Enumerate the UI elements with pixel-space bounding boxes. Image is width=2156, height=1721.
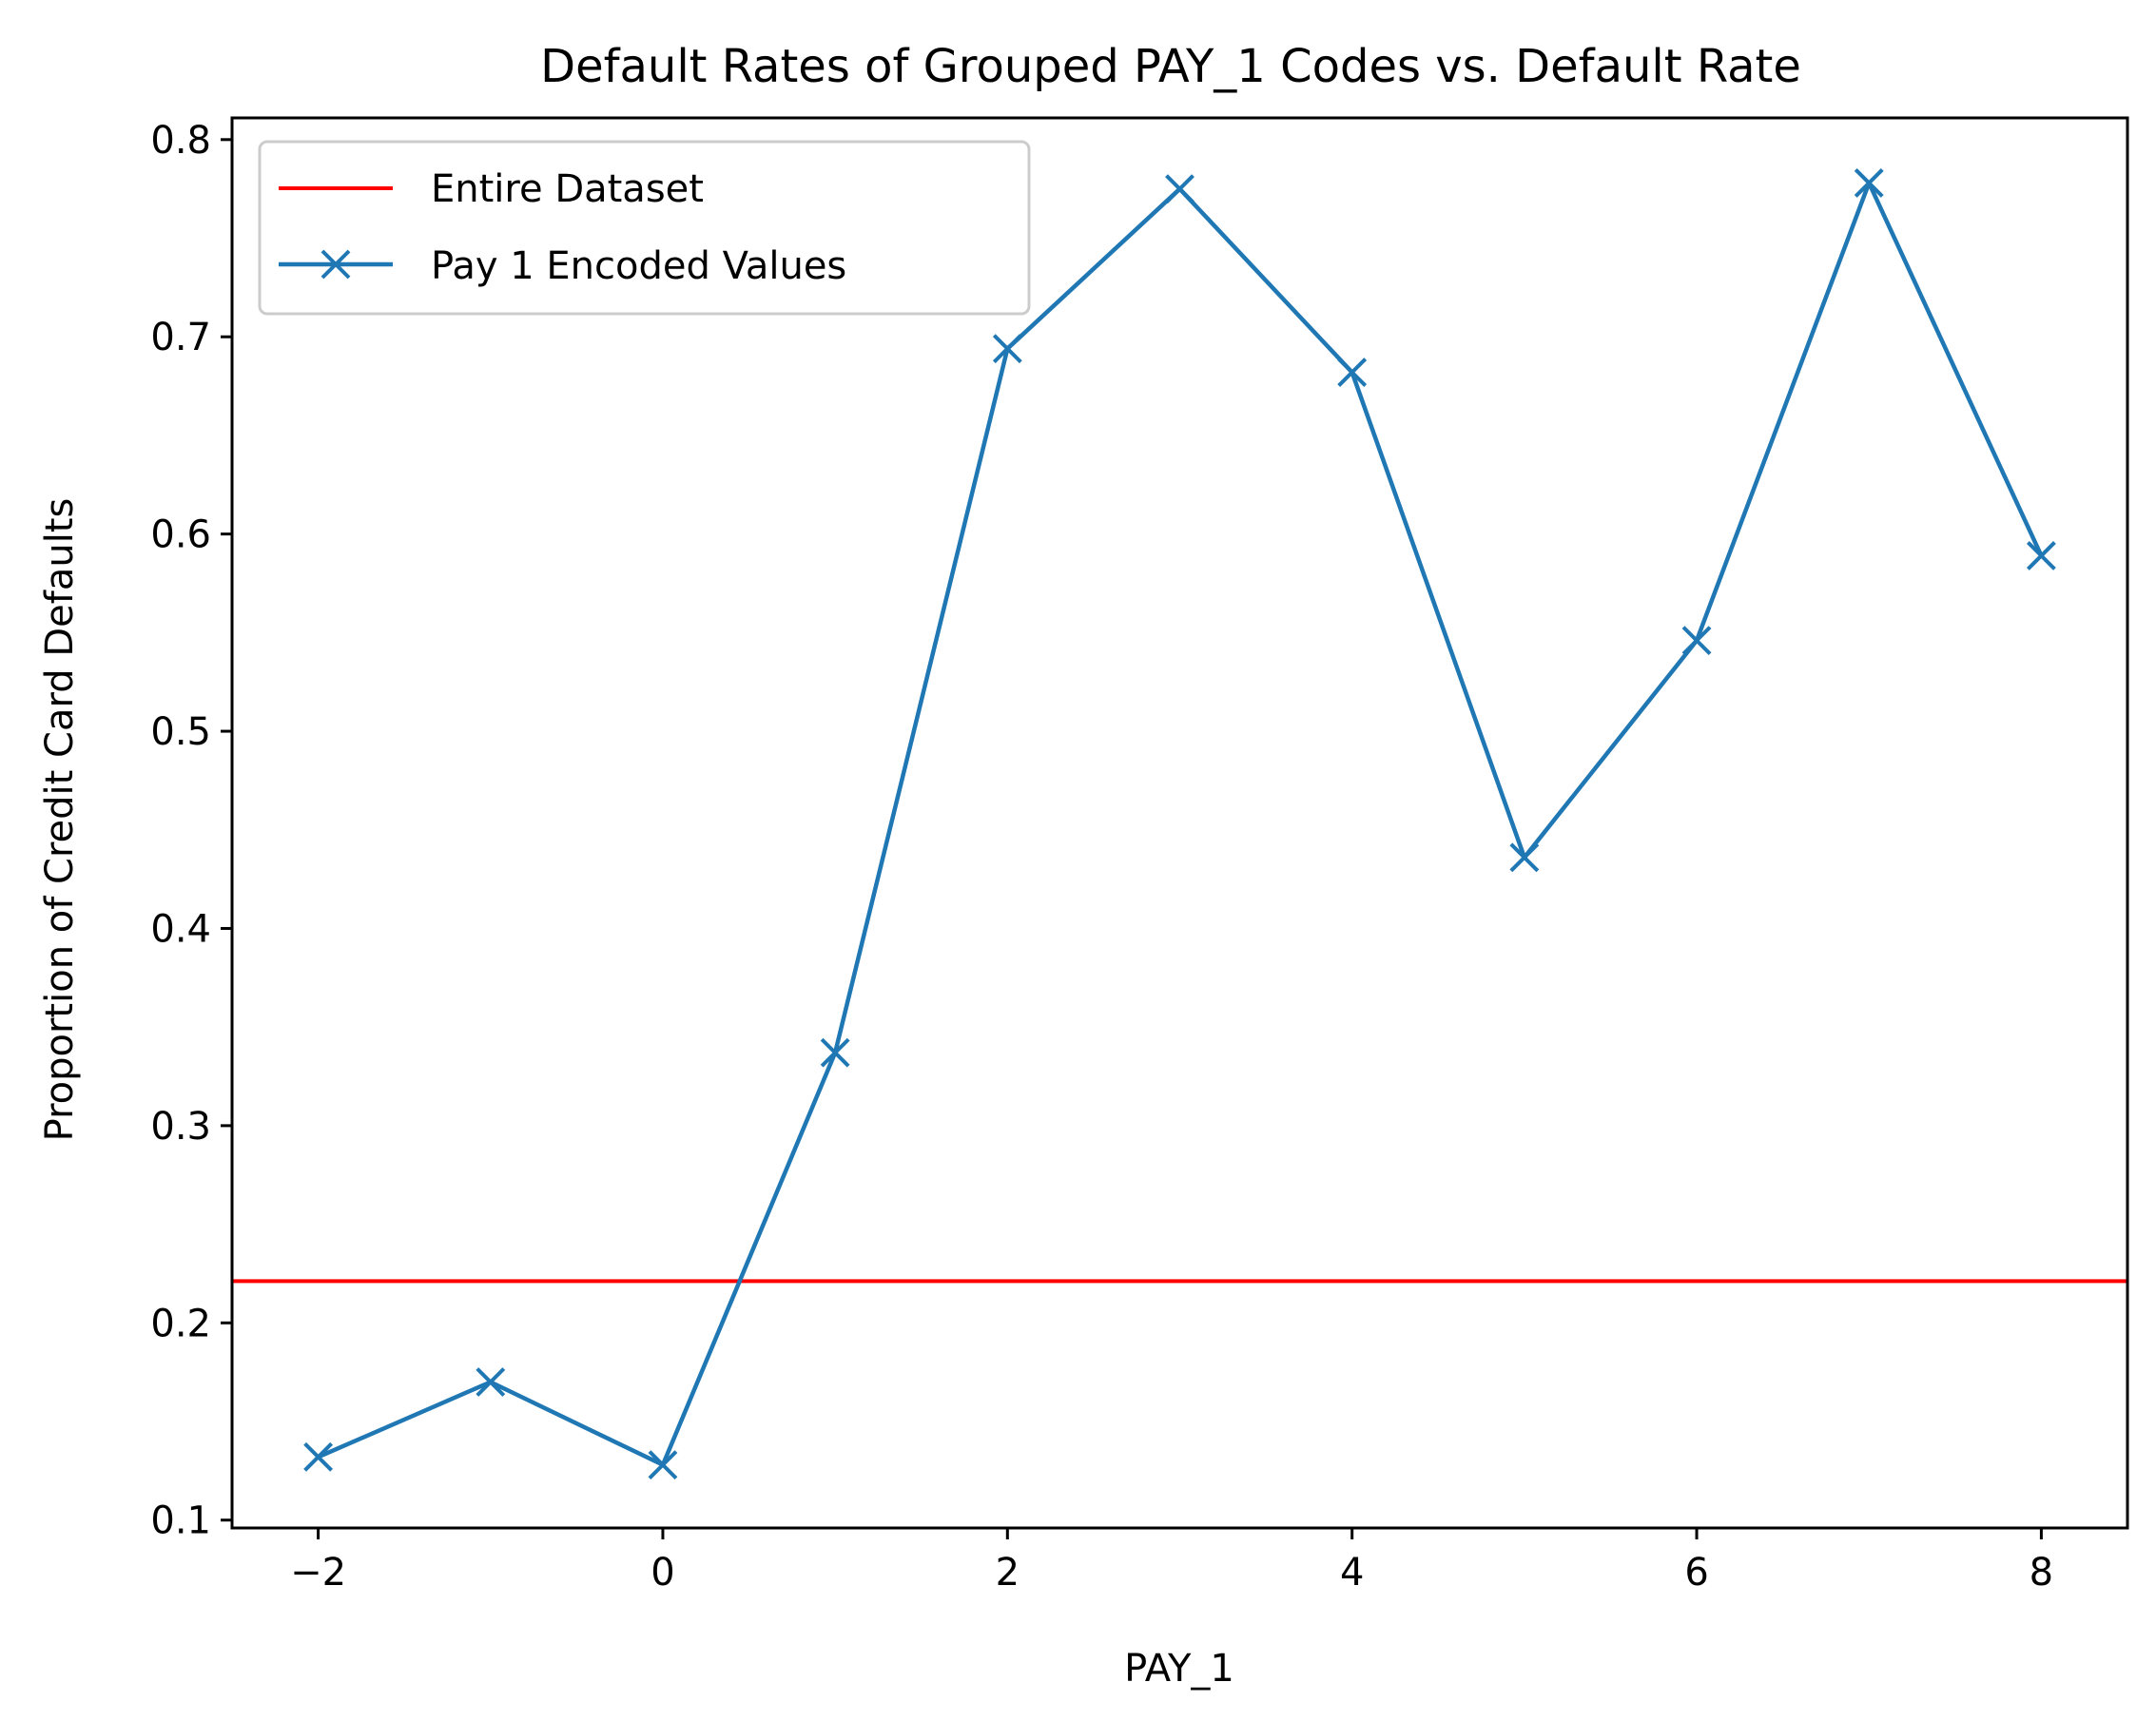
legend: Entire Dataset Pay 1 Encoded Values (258, 140, 1031, 316)
y-tick-label: 0.4 (150, 907, 211, 951)
data-point-marker (2026, 541, 2056, 570)
marker-stroke (648, 1450, 678, 1480)
x-tick-label: 0 (651, 1551, 674, 1595)
legend-box (258, 140, 1031, 316)
data-point-marker (1681, 626, 1712, 656)
plot-area (232, 168, 2127, 1480)
x-tick-label: −2 (290, 1551, 346, 1595)
marker-stroke (2026, 541, 2056, 570)
y-tick-label: 0.7 (150, 316, 211, 359)
y-axis-label: Proportion of Credit Card Defaults (38, 498, 82, 1142)
data-point-marker (476, 1367, 506, 1397)
axis-ticks: −2 0 2 4 6 8 0.1 0.2 0.3 0.4 0.5 0.6 0.7 0.8 (150, 119, 2053, 1595)
chart-title: Default Rates of Grouped PAY_1 Codes vs.… (540, 40, 1801, 93)
marker-stroke (1337, 358, 1368, 387)
y-tick-label: 0.2 (150, 1302, 211, 1345)
legend-swatch-pay-1-encoded-values (279, 249, 393, 280)
marker-stroke (1681, 626, 1712, 656)
marker-stroke (1509, 842, 1540, 873)
legend-label-pay-1-encoded-values: Pay 1 Encoded Values (431, 244, 846, 288)
y-tick-label: 0.3 (150, 1105, 211, 1149)
marker-stroke (1854, 168, 1884, 198)
legend-label-entire-dataset: Entire Dataset (431, 167, 704, 211)
x-tick-label: 4 (1340, 1551, 1364, 1595)
y-tick-label: 0.5 (150, 710, 211, 754)
legend-swatch-marker (320, 249, 351, 280)
data-point-marker (992, 334, 1022, 364)
data-point-marker (1337, 358, 1368, 387)
series-line (317, 181, 2044, 1467)
y-tick-label: 0.6 (150, 513, 211, 557)
y-tick-label: 0.1 (150, 1499, 211, 1543)
marker-stroke (476, 1367, 506, 1397)
marker-stroke (1165, 174, 1195, 204)
marker-stroke (820, 1037, 850, 1068)
marker-stroke (303, 1441, 334, 1472)
data-point-marker (1165, 174, 1195, 204)
data-point-marker (1854, 168, 1884, 198)
x-axis-label: PAY_1 (1124, 1647, 1234, 1691)
x-tick-label: 2 (996, 1551, 1020, 1595)
data-point-marker (303, 1441, 334, 1472)
y-tick-label: 0.8 (150, 119, 211, 163)
data-point-marker (820, 1037, 850, 1068)
axes-frame (230, 116, 2129, 1530)
x-tick-label: 6 (1684, 1551, 1708, 1595)
x-tick-label: 8 (2030, 1551, 2053, 1595)
data-point-marker (1509, 842, 1540, 873)
data-point-marker (648, 1450, 678, 1480)
marker-stroke (992, 334, 1022, 364)
